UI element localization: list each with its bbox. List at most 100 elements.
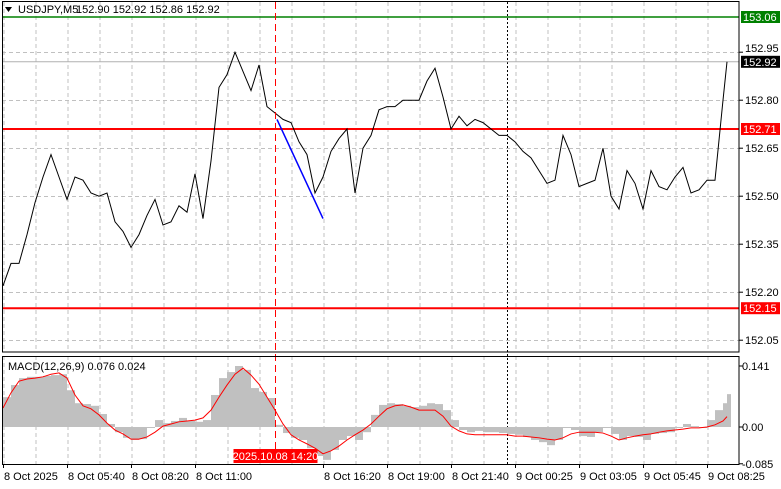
grid — [2, 2, 739, 464]
trendline[interactable] — [276, 119, 324, 219]
macd-histogram-bar — [595, 427, 603, 433]
macd-histogram-bar — [531, 427, 539, 440]
macd-histogram-bar — [51, 375, 59, 427]
macd-histogram-bar — [619, 427, 627, 440]
triangle-down-icon[interactable] — [5, 7, 12, 12]
macd-histogram-bar — [155, 420, 163, 427]
macd-histogram-bar — [203, 420, 211, 427]
macd-histogram-bar — [635, 427, 643, 437]
macd-histogram-bar — [27, 376, 35, 427]
macd-histogram-bar — [187, 420, 195, 427]
ohlc-label: 152.90 152.92 152.86 152.92 — [76, 4, 220, 16]
crosshair-time-label: 2025.10.08 14:20 — [233, 451, 319, 463]
macd-histogram-bar — [259, 391, 267, 427]
macd-histogram-bar — [643, 427, 651, 440]
macd-histogram-bar — [331, 427, 339, 450]
time-axis-label: 8 Oct 11:00 — [196, 471, 252, 483]
macd-label: MACD(12,26,9) 0.076 0.024 — [8, 361, 146, 373]
macd-histogram-bar — [195, 421, 203, 427]
time-axis-label: 8 Oct 2025 — [4, 471, 58, 483]
macd-histogram-bar — [659, 427, 667, 434]
macd-histogram-bar — [651, 427, 659, 434]
macd-histogram-bar — [603, 427, 611, 428]
time-axis-label: 8 Oct 21:40 — [452, 471, 509, 483]
macd-histogram-bar — [11, 385, 19, 427]
time-axis-label: 9 Oct 05:45 — [644, 471, 701, 483]
macd-axis-label: 0.00 — [742, 422, 763, 434]
macd-histogram-bar — [683, 423, 691, 427]
macd-histogram-bar — [507, 427, 515, 434]
macd-histogram-bar — [115, 427, 123, 433]
time-axis-label: 9 Oct 03:05 — [580, 471, 637, 483]
macd-histogram-bar — [411, 407, 419, 427]
macd-histogram-bar — [667, 427, 675, 433]
macd-histogram-bar — [91, 405, 99, 427]
macd-histogram-bar — [675, 427, 683, 428]
macd-histogram-bar — [171, 420, 179, 427]
macd-histogram-bar — [547, 427, 555, 446]
macd-histogram-bar — [211, 394, 219, 427]
macd-histogram-bar — [691, 426, 699, 428]
macd-histogram-bar — [179, 417, 187, 427]
macd-histogram-bar — [459, 427, 467, 431]
macd-histogram-bar — [235, 366, 243, 427]
macd-histogram-bar — [99, 414, 107, 427]
macd-histogram-bar — [467, 427, 475, 433]
macd-histogram-bar — [299, 427, 307, 440]
macd-histogram-bar — [555, 427, 563, 440]
symbol-label: USDJPY,M5 — [18, 4, 78, 16]
time-axis-label: 8 Oct 05:40 — [68, 471, 125, 483]
time-axis-label: 8 Oct 08:20 — [132, 471, 189, 483]
macd-histogram-bar — [723, 403, 727, 427]
macd-histogram-bar — [59, 374, 67, 427]
macd-histogram-bar — [275, 424, 283, 427]
macd-histogram-bar — [219, 378, 227, 427]
macd-histogram-bar — [147, 427, 155, 428]
macd-histogram-bar — [371, 414, 379, 427]
price-tag-red-lower — [741, 302, 780, 315]
macd-histogram-bar — [67, 390, 75, 427]
macd-histogram-bar — [355, 427, 363, 440]
macd-histogram-bar — [727, 394, 731, 427]
macd-histogram-bar — [387, 403, 395, 427]
price-tag-label: 152.71 — [743, 124, 777, 136]
macd-histogram-bar — [707, 420, 715, 427]
macd-histogram-bar — [315, 427, 323, 456]
macd-histogram-bar — [339, 427, 347, 440]
macd-histogram-bar — [419, 405, 427, 427]
macd-histogram-bar — [19, 378, 27, 427]
macd-histogram-bar — [523, 427, 531, 437]
price-axis-label: 152.05 — [745, 335, 779, 347]
price-axis-label: 152.50 — [745, 191, 779, 203]
price-axis-label: 152.95 — [745, 43, 779, 55]
macd-histogram-bar — [379, 404, 387, 427]
price-axis-label: 152.20 — [745, 287, 779, 299]
time-axis-label: 8 Oct 19:00 — [388, 471, 445, 483]
time-axis-label: 9 Oct 00:25 — [516, 471, 573, 483]
macd-panel-border — [2, 356, 740, 465]
macd-histogram-bar — [43, 375, 51, 427]
macd-histogram-bar — [483, 427, 491, 433]
price-axis-label: 152.65 — [745, 143, 779, 155]
price-tag-label: 152.15 — [743, 303, 777, 315]
macd-histogram-bar — [139, 427, 147, 440]
macd-histogram-bar — [435, 404, 443, 427]
macd-histogram-bar — [35, 376, 43, 427]
macd-histogram-bar — [611, 427, 619, 434]
macd-histogram-bar — [579, 427, 587, 437]
macd-histogram-bar — [227, 372, 235, 427]
macd-histogram-bar — [131, 427, 139, 440]
macd-histogram-bar — [627, 427, 635, 437]
levels — [2, 16, 739, 310]
price-axis-label: 152.35 — [745, 239, 779, 251]
macd-histogram-bar — [515, 427, 523, 435]
macd-histogram-bar — [571, 427, 579, 431]
macd-histogram-bar — [475, 427, 483, 431]
macd-histogram-bar — [291, 427, 299, 438]
macd-histogram-bar — [363, 427, 371, 433]
macd-histogram-bar — [347, 427, 355, 437]
macd-histogram-bar — [243, 369, 251, 427]
macd-histogram-bar — [83, 404, 91, 427]
crosshair-time-tag — [233, 449, 318, 463]
